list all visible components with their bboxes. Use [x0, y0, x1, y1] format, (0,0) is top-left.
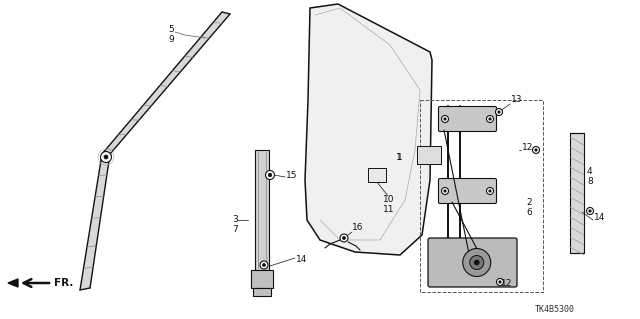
Circle shape: [497, 278, 504, 286]
Circle shape: [486, 115, 493, 122]
Text: 12: 12: [522, 143, 533, 152]
FancyBboxPatch shape: [438, 179, 497, 204]
Text: 1: 1: [397, 153, 403, 162]
Text: 1: 1: [396, 153, 402, 162]
Circle shape: [444, 190, 446, 192]
FancyBboxPatch shape: [368, 168, 386, 182]
Circle shape: [470, 256, 484, 270]
Polygon shape: [305, 4, 432, 255]
Text: 14: 14: [594, 213, 605, 222]
Text: 14: 14: [296, 255, 307, 264]
Circle shape: [499, 281, 501, 283]
Polygon shape: [255, 150, 269, 270]
Text: 13: 13: [511, 95, 522, 105]
Polygon shape: [80, 12, 230, 290]
Circle shape: [486, 188, 493, 195]
FancyBboxPatch shape: [570, 133, 584, 253]
Circle shape: [586, 207, 593, 214]
Circle shape: [444, 118, 446, 120]
Circle shape: [340, 234, 348, 242]
Circle shape: [266, 170, 275, 180]
FancyBboxPatch shape: [428, 238, 517, 287]
Circle shape: [489, 190, 492, 192]
Text: 3
7: 3 7: [232, 215, 237, 234]
Circle shape: [104, 155, 108, 159]
Circle shape: [589, 210, 591, 212]
Circle shape: [474, 260, 479, 265]
Circle shape: [489, 118, 492, 120]
Text: FR.: FR.: [54, 278, 74, 288]
FancyBboxPatch shape: [417, 146, 441, 164]
Text: 16: 16: [352, 224, 364, 233]
Circle shape: [268, 173, 272, 177]
Circle shape: [100, 152, 111, 162]
Circle shape: [463, 249, 491, 277]
Text: 2
6: 2 6: [526, 198, 532, 218]
Text: 5
9: 5 9: [168, 25, 173, 44]
Circle shape: [260, 261, 268, 269]
FancyBboxPatch shape: [438, 107, 497, 131]
Circle shape: [532, 146, 540, 153]
Circle shape: [535, 149, 537, 151]
Circle shape: [262, 263, 266, 266]
FancyBboxPatch shape: [251, 270, 273, 288]
Text: 4
8: 4 8: [587, 167, 593, 186]
Text: 12: 12: [501, 278, 513, 287]
Circle shape: [442, 115, 449, 122]
Text: 15: 15: [286, 170, 298, 180]
Circle shape: [498, 111, 500, 113]
Circle shape: [495, 108, 502, 115]
Circle shape: [442, 188, 449, 195]
FancyBboxPatch shape: [253, 288, 271, 296]
Circle shape: [342, 236, 346, 240]
Text: TK4B5300: TK4B5300: [535, 306, 575, 315]
Text: 10
11: 10 11: [383, 195, 394, 214]
Polygon shape: [8, 279, 18, 287]
